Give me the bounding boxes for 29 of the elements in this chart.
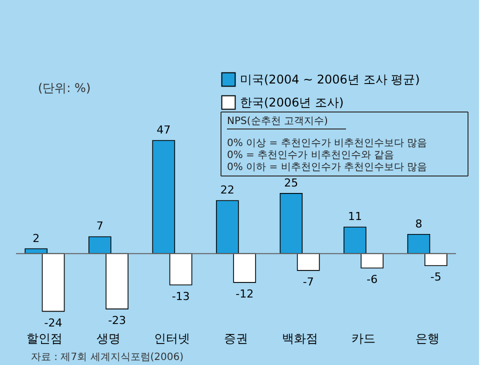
x-tick-label: 카드 (352, 332, 376, 346)
data-label: 25 (284, 176, 298, 190)
x-tick-label: 백화점 (282, 332, 318, 346)
data-label: 8 (415, 217, 422, 230)
y-axis-title: (단위: %) (38, 81, 91, 95)
data-label: -5 (430, 270, 442, 284)
data-label: -12 (236, 287, 254, 300)
data-label: -7 (302, 275, 314, 288)
x-tick-label: 생명 (96, 332, 120, 346)
data-label: 22 (220, 184, 234, 197)
annotation: 0% 이하 = 비추천인수가 추천인수보다 많음 (227, 162, 428, 173)
data-label: -6 (366, 273, 378, 286)
x-tick-label: 은행 (415, 332, 440, 346)
legend-label: 미국(2004 ~ 2006년 조사 평균) (240, 72, 420, 86)
x-tick-label: 인터넷 (154, 332, 190, 346)
data-label: -23 (108, 314, 126, 327)
annotation: 0% = 추천인수가 비추천인수와 같음 (227, 150, 394, 161)
data-label: -13 (172, 290, 190, 303)
text: NPS(순추천 고객지수) (227, 116, 328, 127)
data-label: 47 (156, 124, 171, 136)
legend-label: 한국(2006년 조사) (240, 96, 344, 110)
data-label: 2 (32, 232, 40, 245)
data-label: 7 (96, 220, 104, 233)
data-label: -24 (44, 316, 62, 330)
text: 자료 : 제7회 세계지식포럼(2006) (31, 352, 184, 363)
x-tick-label: 증권 (224, 332, 248, 346)
annotation: 0% 이상 = 추천인수가 비추천인수보다 많음 (227, 138, 428, 149)
x-tick-label: 할인점 (26, 332, 63, 346)
data-label: 11 (348, 210, 362, 224)
